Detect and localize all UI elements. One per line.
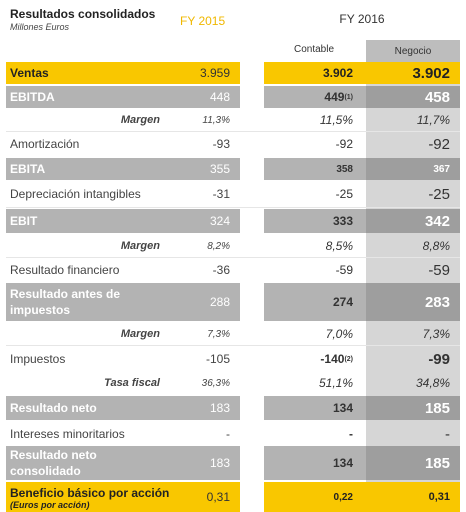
row-label: Depreciación intangibles	[10, 187, 141, 201]
row-label: EBITDA	[10, 90, 55, 104]
row-label: Impuestos	[10, 352, 66, 366]
fy2015-value: 36,3%	[201, 377, 230, 389]
negocio-value: -	[445, 425, 450, 443]
row-sublabel: (Euros por acción)	[10, 500, 90, 510]
table-row-ebit: EBIT 324 333 342	[0, 209, 466, 233]
contable-value: -25	[335, 187, 353, 201]
row-label: EBITA	[10, 162, 46, 176]
fy2015-value: -	[226, 427, 230, 441]
fy2015-value: -93	[212, 137, 230, 151]
fy2015-value: -105	[205, 352, 230, 366]
table-row-margen-bai: Margen 7,3% 7,0% 7,3%	[0, 324, 466, 344]
contable-value: 333	[332, 214, 353, 228]
negocio-value: 34,8%	[415, 376, 450, 390]
table-row-margen-ebit: Margen 8,2% 8,5% 8,8%	[0, 236, 466, 256]
fy2016-header: FY 2016	[339, 12, 385, 26]
row-label: Margen	[120, 240, 160, 252]
footnote-1: (1)	[344, 93, 353, 101]
table-row-depreciacion-intangibles: Depreciación intangibles -31 -25 -25	[0, 182, 466, 206]
contable-value: 449 (1)	[324, 90, 353, 104]
contable-value: 8,5%	[325, 239, 353, 253]
fy2015-value: 324	[209, 214, 230, 228]
table-row-resultado-financiero: Resultado financiero -36 -59 -59	[0, 259, 466, 281]
fy2015-value: 355	[209, 162, 230, 176]
contable-column-bg	[264, 0, 366, 512]
negocio-value: 367	[433, 163, 450, 175]
table-row-impuestos: Impuestos -105 -140 (2) -99	[0, 347, 466, 371]
row-label: Margen	[120, 114, 160, 126]
table-row-ebitda: EBITDA 448 449 (1) 458	[0, 86, 466, 108]
negocio-value: 0,31	[428, 491, 450, 503]
contable-value: 274	[332, 295, 353, 309]
table-row-tasa-fiscal: Tasa fiscal 36,3% 51,1% 34,8%	[0, 373, 466, 393]
contable-value: 3.902	[322, 66, 353, 80]
contable-value: 7,0%	[325, 327, 353, 341]
row-label: Ventas	[10, 66, 49, 80]
fy2015-value: 8,2%	[207, 240, 230, 252]
table-row-margen-ebitda: Margen 11,3% 11,5% 11,7%	[0, 110, 466, 130]
fy2015-header: FY 2015	[180, 14, 226, 28]
negocio-value: 458	[424, 88, 450, 106]
fy2015-column-bg	[6, 0, 240, 512]
negocio-value: 3.902	[412, 64, 450, 82]
fy2015-value: -31	[212, 187, 230, 201]
negocio-value: -25	[428, 185, 450, 203]
row-label: Margen	[120, 328, 160, 340]
negocio-value: -99	[428, 350, 450, 368]
row-label: Tasa fiscal	[104, 377, 160, 389]
contable-header: Contable	[293, 44, 335, 55]
row-label: EBIT	[10, 214, 38, 228]
table-row-resultado-antes-impuestos: Resultado antes de impuestos 288 274 283	[0, 283, 466, 321]
table-row-ebita: EBITA 355 358 367	[0, 158, 466, 180]
fy2015-value: 288	[209, 295, 230, 309]
negocio-value: 8,8%	[422, 239, 450, 253]
fy2015-value: 7,3%	[207, 328, 230, 340]
contable-value: -92	[335, 137, 353, 151]
contable-value: 11,5%	[319, 113, 353, 127]
fy2015-value: 3.959	[199, 66, 230, 80]
fy2015-value: 448	[209, 90, 230, 104]
fy2015-value: 183	[209, 401, 230, 415]
table-row-ventas: Ventas 3.959 3.902 3.902	[0, 62, 466, 84]
table-subtitle: Millones Euros	[10, 22, 70, 32]
contable-value: 134	[332, 401, 353, 415]
footnote-2: (2)	[344, 355, 353, 363]
negocio-value: -92	[428, 135, 450, 153]
negocio-value: 283	[424, 293, 450, 311]
contable-value: 51,1%	[318, 376, 353, 390]
table-row-amortizacion: Amortización -93 -92 -92	[0, 133, 466, 155]
row-label: Resultado financiero	[10, 263, 120, 277]
fy2015-value: -36	[212, 263, 230, 277]
table-row-resultado-neto: Resultado neto 183 134 185	[0, 396, 466, 420]
row-label: Intereses minoritarios	[10, 427, 125, 441]
negocio-value: 7,3%	[422, 327, 450, 341]
table-row-intereses-minoritarios: Intereses minoritarios - - -	[0, 423, 466, 445]
negocio-value: -59	[428, 261, 450, 279]
contable-value: 134	[332, 456, 353, 470]
row-label: Beneficio básico por acción (Euros por a…	[6, 482, 196, 512]
contable-value: -59	[335, 263, 353, 277]
contable-value: -	[349, 427, 353, 441]
negocio-value: 342	[424, 212, 450, 230]
negocio-header: Negocio	[366, 40, 460, 62]
contable-value: -140 (2)	[320, 352, 353, 366]
negocio-value: 185	[424, 399, 450, 417]
row-label: Resultado neto consolidado	[10, 448, 97, 478]
fy2015-value: 0,31	[206, 490, 230, 504]
table-row-resultado-neto-consolidado: Resultado neto consolidado 183 134 185	[0, 446, 466, 480]
row-label: Resultado neto	[10, 401, 97, 415]
negocio-value: 185	[424, 454, 450, 472]
row-label: Resultado antes de impuestos	[10, 287, 121, 317]
fy2015-value: 183	[209, 456, 230, 470]
table-title: Resultados consolidados	[10, 7, 156, 21]
row-label: Amortización	[10, 137, 80, 151]
negocio-value: 11,7%	[416, 113, 450, 127]
table-row-beneficio-por-accion: Beneficio básico por acción (Euros por a…	[0, 482, 466, 512]
contable-value: 358	[336, 163, 353, 175]
fy2015-value: 11,3%	[202, 114, 230, 126]
contable-value: 0,22	[333, 491, 353, 503]
